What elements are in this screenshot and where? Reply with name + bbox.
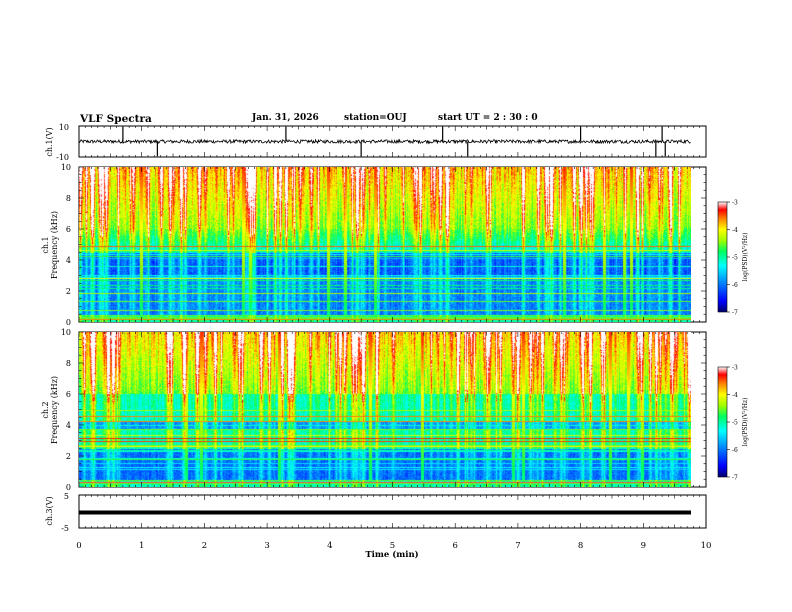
ch3-ylabel: ch.3(V) [45, 496, 54, 525]
ch1-waveform-panel: 10 -10 ch.1(V) [45, 123, 707, 162]
station-label: station=OUJ [344, 113, 407, 123]
colorbar-tick-label: -4 [732, 392, 738, 399]
y-tick-label: 10 [61, 328, 71, 337]
y-tick-label: 0 [66, 483, 71, 492]
x-tick-label: 9 [641, 541, 646, 551]
time-axis-tick-labels: 0 1 2 3 4 5 6 7 8 9 10 [76, 541, 711, 551]
start-ut-label: start UT = 2 : 30 : 0 [438, 113, 538, 123]
ch1-spectrogram-ylabel: Frequency (kHz) [50, 211, 59, 279]
ch3-ytick-top: 5 [64, 492, 69, 501]
colorbar-tick-label: -5 [732, 255, 738, 262]
colorbar-tick-label: -4 [732, 227, 738, 234]
x-tick-label: 6 [452, 541, 457, 551]
ch1-ytick-top: 10 [59, 123, 69, 132]
x-tick-label: 8 [578, 541, 583, 551]
ch1-colorbar: -3 -4 -5 -6 -7 log(PSD)(V²/Hz) [717, 200, 749, 317]
ch2-spectrogram-ylabel: Frequency (kHz) [50, 376, 59, 444]
ch1-ytick-bottom: -10 [56, 153, 69, 162]
time-axis-label: Time (min) [365, 549, 418, 560]
chart-title: VLF Spectra [80, 113, 152, 125]
colorbar-tick-label: -3 [732, 365, 738, 372]
y-tick-label: 10 [61, 163, 71, 172]
y-tick-label: 6 [66, 225, 71, 234]
ch1-spectrogram-panel: 0 2 4 6 8 10 ch.1 Frequency (kHz) [41, 163, 707, 327]
x-tick-label: 7 [515, 541, 520, 551]
y-tick-label: 6 [66, 390, 71, 399]
x-tick-label: 10 [701, 541, 712, 551]
ch1-spectrogram-yticks: 0 2 4 6 8 10 [61, 163, 706, 327]
y-tick-label: 2 [66, 452, 71, 461]
ch3-ytick-bottom: -5 [61, 524, 69, 533]
ch2-spectrogram-ylabel-channel: ch.2 [41, 401, 50, 418]
ch2-spectrogram-panel: 0 2 4 6 8 10 ch.2 Frequency (kHz) [41, 328, 707, 492]
colorbar-tick-label: -3 [732, 200, 738, 207]
x-tick-label: 1 [139, 541, 144, 551]
colorbar-label: log(PSD)(V²/Hz) [742, 398, 749, 447]
ch2-spectrogram-yticks: 0 2 4 6 8 10 [61, 328, 706, 492]
ch1-ylabel: ch.1(V) [45, 127, 54, 156]
ch1-spectrogram-image [79, 167, 691, 322]
colorbar-tick-label: -5 [732, 420, 738, 427]
colorbar-gradient [717, 366, 728, 478]
ch1-spikes [122, 126, 666, 157]
colorbar-gradient [717, 201, 728, 313]
ch3-waveform-panel: 5 -5 ch.3(V) [45, 492, 707, 533]
x-tick-label: 0 [76, 541, 81, 551]
colorbar-tick-label: -6 [732, 447, 738, 454]
y-tick-label: 8 [66, 194, 71, 203]
y-tick-label: 8 [66, 359, 71, 368]
ch1-waveform-line [78, 138, 691, 145]
date-label: Jan. 31, 2026 [252, 113, 319, 123]
ch1-spectrogram-ylabel-channel: ch.1 [41, 236, 50, 253]
colorbar-tick-label: -7 [732, 475, 738, 482]
colorbar-label: log(PSD)(V²/Hz) [742, 233, 749, 282]
ch2-spectrogram-image [79, 332, 691, 487]
y-tick-label: 4 [66, 256, 71, 265]
x-tick-label: 4 [327, 541, 332, 551]
colorbar-tick-label: -6 [732, 282, 738, 289]
y-tick-label: 2 [66, 287, 71, 296]
ch2-colorbar: -3 -4 -5 -6 -7 log(PSD)(V²/Hz) [717, 365, 749, 482]
colorbar-tick-label: -7 [732, 310, 738, 317]
x-tick-label: 2 [202, 541, 207, 551]
time-axis-ticks [78, 126, 707, 528]
x-tick-label: 3 [264, 541, 269, 551]
y-tick-label: 4 [66, 421, 71, 430]
x-tick-label: 5 [390, 541, 395, 551]
y-tick-label: 0 [66, 318, 71, 327]
